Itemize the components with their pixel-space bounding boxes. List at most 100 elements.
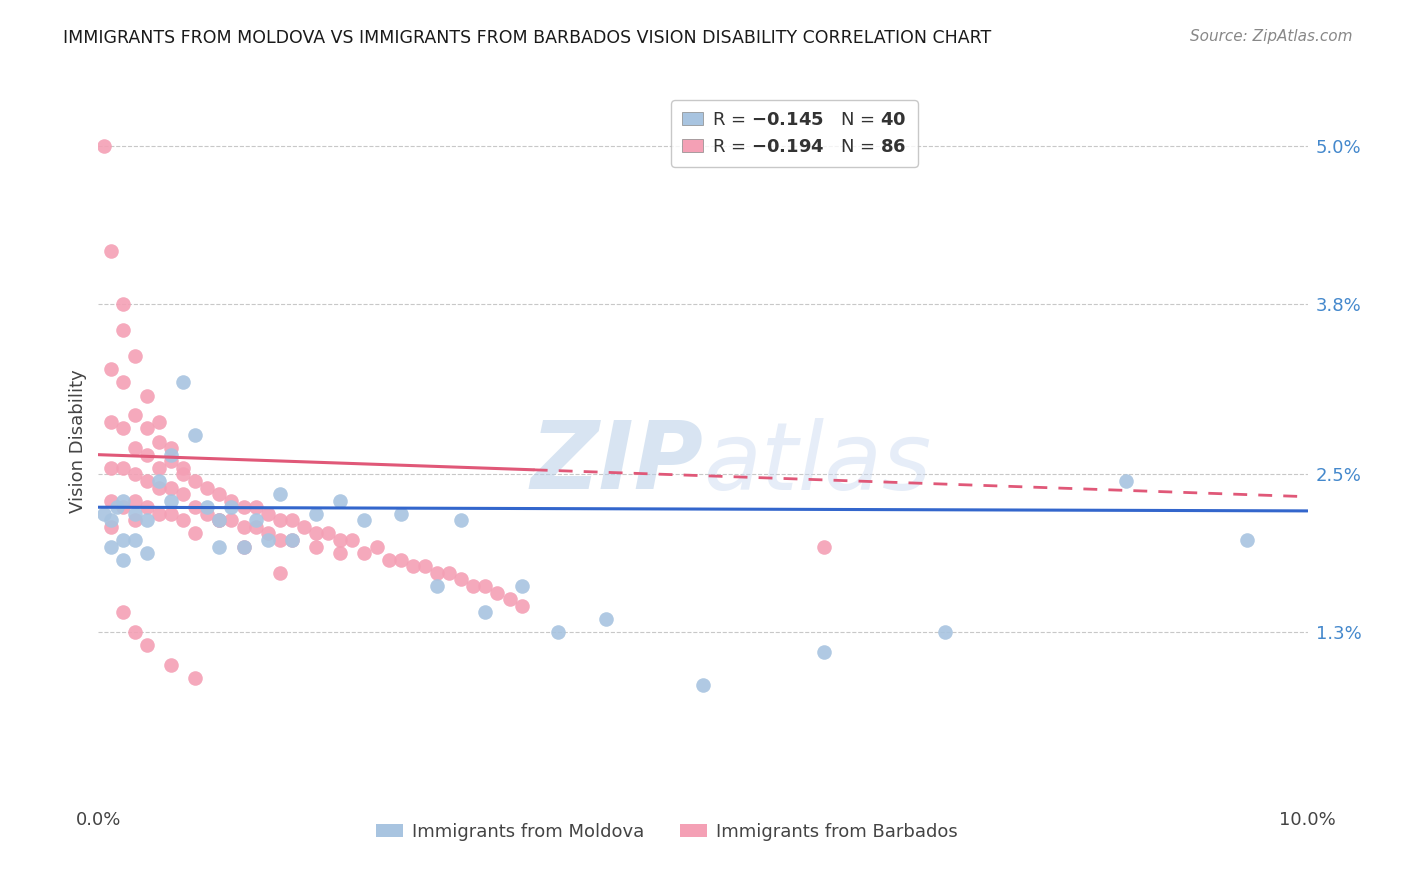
Point xyxy=(184,474,207,488)
Point xyxy=(256,533,278,547)
Point xyxy=(148,474,170,488)
Point xyxy=(160,657,183,672)
Point xyxy=(100,540,122,554)
Point xyxy=(208,487,231,501)
Point xyxy=(329,493,352,508)
Point xyxy=(195,507,218,521)
Point xyxy=(305,540,328,554)
Point xyxy=(1115,474,1137,488)
Point xyxy=(474,605,496,619)
Point xyxy=(172,460,194,475)
Point xyxy=(111,296,134,310)
Point xyxy=(124,409,146,423)
Point xyxy=(160,507,183,521)
Point xyxy=(124,513,146,527)
Point xyxy=(111,493,134,508)
Point xyxy=(135,448,157,462)
Point xyxy=(93,139,115,153)
Point xyxy=(160,481,183,495)
Point xyxy=(353,513,375,527)
Point xyxy=(208,513,231,527)
Point xyxy=(389,507,412,521)
Point xyxy=(281,513,304,527)
Point xyxy=(135,500,157,515)
Point xyxy=(105,500,128,515)
Point xyxy=(184,526,207,541)
Point xyxy=(111,460,134,475)
Point xyxy=(208,540,231,554)
Point xyxy=(256,526,278,541)
Point xyxy=(510,599,533,613)
Point xyxy=(100,493,122,508)
Point xyxy=(111,553,134,567)
Point xyxy=(353,546,375,560)
Point xyxy=(595,612,617,626)
Point xyxy=(366,540,388,554)
Point xyxy=(184,671,207,685)
Point xyxy=(934,625,956,640)
Point xyxy=(813,645,835,659)
Point xyxy=(450,573,472,587)
Point xyxy=(111,533,134,547)
Point xyxy=(172,513,194,527)
Point xyxy=(135,388,157,402)
Point xyxy=(510,579,533,593)
Point xyxy=(221,493,243,508)
Text: Source: ZipAtlas.com: Source: ZipAtlas.com xyxy=(1189,29,1353,44)
Text: IMMIGRANTS FROM MOLDOVA VS IMMIGRANTS FROM BARBADOS VISION DISABILITY CORRELATIO: IMMIGRANTS FROM MOLDOVA VS IMMIGRANTS FR… xyxy=(63,29,991,46)
Point xyxy=(124,467,146,482)
Point xyxy=(450,513,472,527)
Point xyxy=(100,460,122,475)
Point xyxy=(135,546,157,560)
Point xyxy=(160,454,183,468)
Point xyxy=(111,376,134,390)
Point xyxy=(124,625,146,640)
Point xyxy=(437,566,460,580)
Point xyxy=(148,460,170,475)
Point xyxy=(281,533,304,547)
Point xyxy=(135,474,157,488)
Point xyxy=(208,513,231,527)
Point xyxy=(305,507,328,521)
Point xyxy=(232,540,254,554)
Point xyxy=(245,520,267,534)
Point xyxy=(195,500,218,515)
Point xyxy=(547,625,569,640)
Point xyxy=(426,579,449,593)
Point xyxy=(342,533,364,547)
Point xyxy=(292,520,315,534)
Point xyxy=(184,428,207,442)
Point xyxy=(195,481,218,495)
Text: ZIP: ZIP xyxy=(530,417,703,509)
Point xyxy=(498,592,520,607)
Point xyxy=(100,513,122,527)
Point xyxy=(148,434,170,449)
Point xyxy=(1236,533,1258,547)
Point xyxy=(124,441,146,455)
Point xyxy=(426,566,449,580)
Point xyxy=(111,421,134,435)
Point xyxy=(135,638,157,652)
Point xyxy=(100,520,122,534)
Point xyxy=(245,500,267,515)
Point xyxy=(172,487,194,501)
Point xyxy=(135,421,157,435)
Point xyxy=(256,507,278,521)
Point xyxy=(413,559,436,574)
Point xyxy=(148,507,170,521)
Legend: Immigrants from Moldova, Immigrants from Barbados: Immigrants from Moldova, Immigrants from… xyxy=(368,815,965,848)
Point xyxy=(305,526,328,541)
Point xyxy=(232,520,254,534)
Point xyxy=(184,500,207,515)
Point xyxy=(111,500,134,515)
Point xyxy=(100,244,122,258)
Point xyxy=(221,513,243,527)
Point xyxy=(269,533,291,547)
Point xyxy=(160,493,183,508)
Point xyxy=(813,540,835,554)
Point xyxy=(389,553,412,567)
Point xyxy=(100,415,122,429)
Point xyxy=(316,526,339,541)
Text: atlas: atlas xyxy=(703,417,931,508)
Point xyxy=(474,579,496,593)
